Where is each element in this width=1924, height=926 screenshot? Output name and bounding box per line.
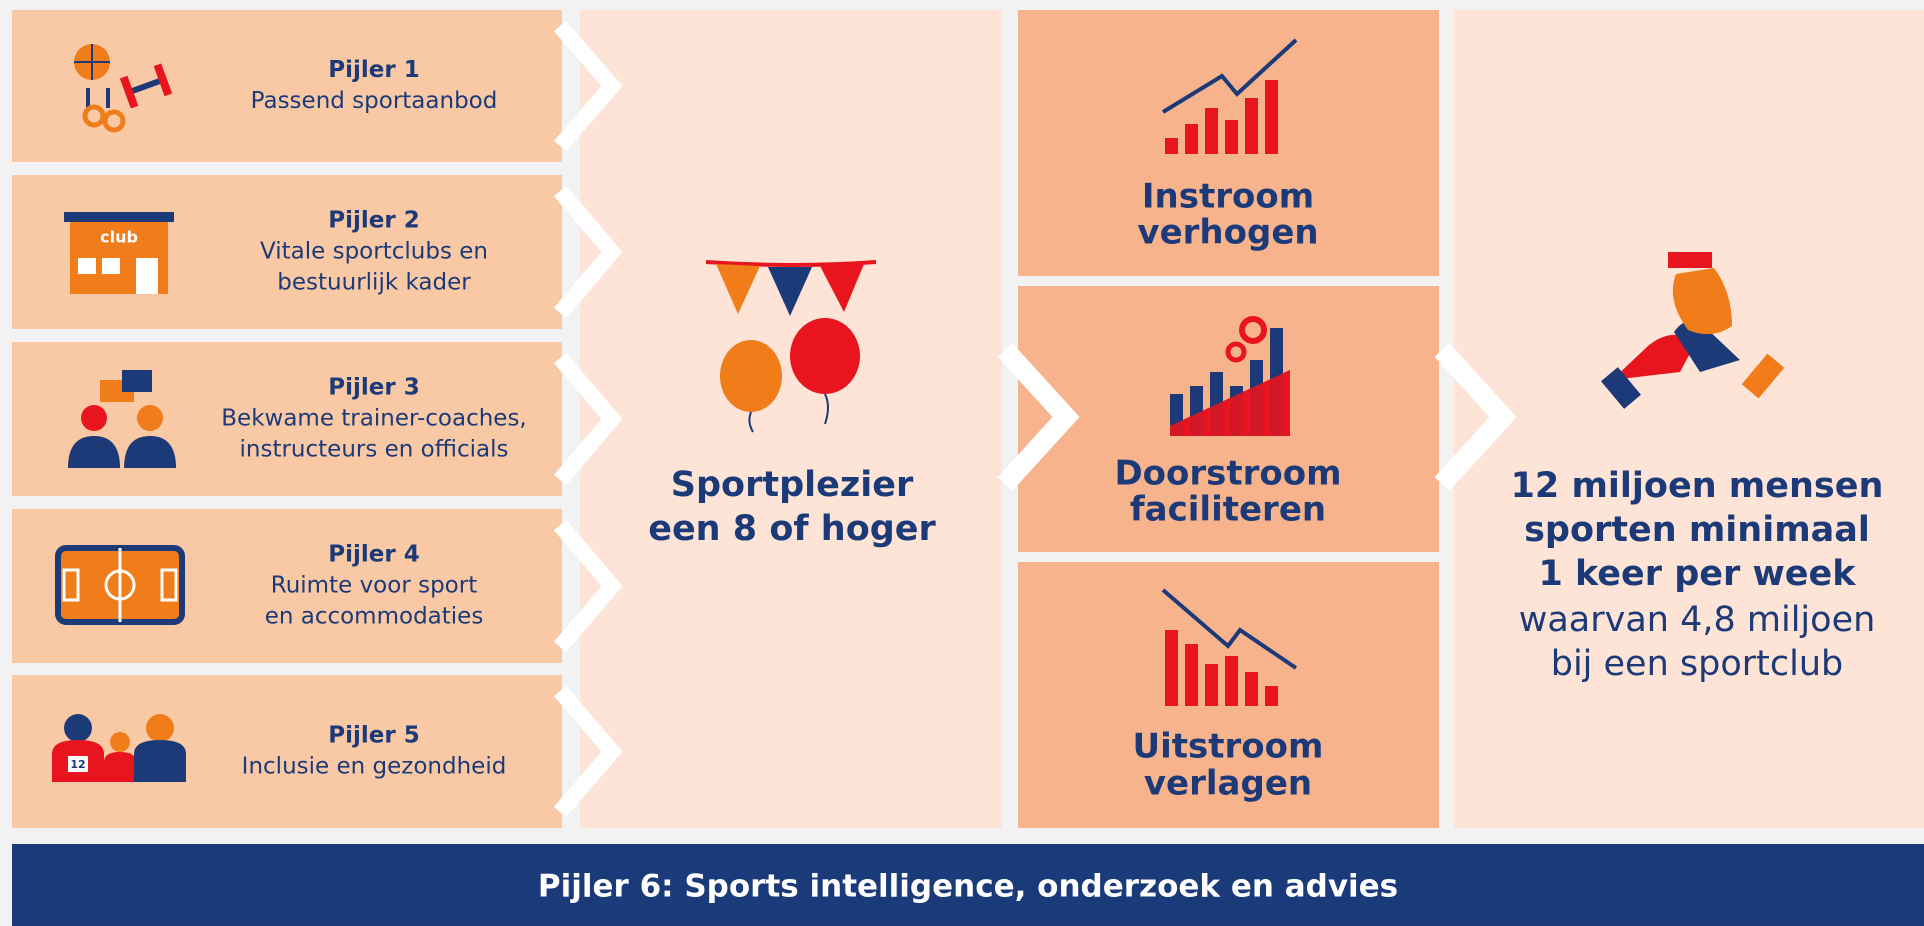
center-line: een 8 of hoger	[648, 509, 936, 549]
pillar-box	[12, 10, 562, 162]
flow-line: verlagen	[1144, 764, 1312, 804]
pillar-line: bestuurlijk kader	[277, 270, 471, 296]
pillar-title: Pijler 3	[328, 375, 419, 401]
pillar-line: Vitale sportclubs en	[260, 239, 488, 265]
flow-line: faciliteren	[1130, 490, 1326, 530]
pillar-line: instructeurs en officials	[240, 437, 509, 463]
flow-line: verhogen	[1137, 213, 1318, 253]
result-line: 12 miljoen mensen	[1511, 466, 1884, 506]
page: {"pillars": [ {"title": "Pijler 1", "lin…	[0, 0, 1924, 926]
footer-text: Pijler 6: Sports intelligence, onderzoek…	[538, 869, 1398, 905]
pillar-title: Pijler 1	[328, 57, 419, 83]
club-sign: club	[100, 228, 138, 247]
result-panel	[1454, 10, 1924, 828]
pillar-line: Ruimte voor sport	[271, 573, 477, 599]
jersey-number: 12	[70, 758, 85, 771]
icon-club: club	[64, 212, 174, 294]
flow-line: Uitstroom	[1133, 727, 1324, 767]
pillar-line: en accommodaties	[265, 604, 484, 630]
flow-line: Doorstroom	[1114, 454, 1341, 494]
pillar-title: Pijler 2	[328, 208, 419, 234]
pillar-title: Pijler 4	[328, 542, 419, 568]
pillar-title: Pijler 5	[328, 723, 419, 749]
icon-field	[58, 548, 182, 622]
pillar-line: Bekwame trainer-coaches,	[221, 406, 526, 432]
pillar-line: Passend sportaanbod	[251, 88, 498, 114]
infographic: Pijler 1 Passend sportaanbod Pijler 2 Vital…	[0, 0, 1924, 926]
result-line: sporten minimaal	[1524, 510, 1870, 550]
result-line: waarvan 4,8 miljoen	[1519, 600, 1876, 640]
flow-line: Instroom	[1142, 177, 1314, 217]
center-panel	[580, 10, 1002, 828]
result-line: 1 keer per week	[1538, 554, 1856, 594]
center-line: Sportplezier	[671, 465, 914, 505]
result-line: bij een sportclub	[1551, 644, 1844, 684]
pillar-line: Inclusie en gezondheid	[242, 754, 507, 780]
